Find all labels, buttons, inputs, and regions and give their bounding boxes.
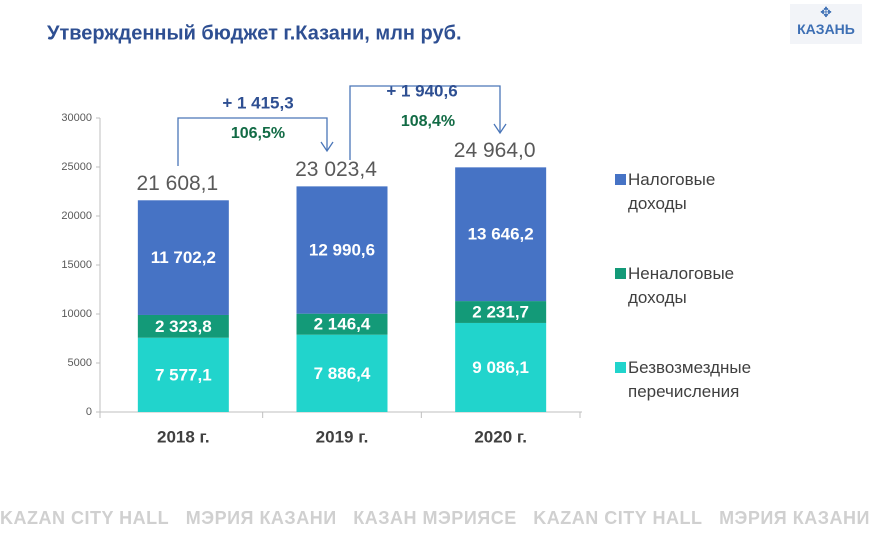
value-label: 2 231,7 xyxy=(472,303,529,322)
percent-label: 108,4% xyxy=(401,113,455,130)
bar-segment xyxy=(296,186,388,314)
arrow-head xyxy=(493,123,507,135)
change-label: + 1 415,3 xyxy=(222,93,293,112)
watermark-text: KAZAN CITY HALL xyxy=(0,508,170,528)
watermark-text: МЭРИЯ КАЗАНИ xyxy=(719,508,870,528)
bar-segment xyxy=(455,167,547,302)
percent-label: 106,5% xyxy=(231,125,285,142)
y-tick-label: 15000 xyxy=(61,259,92,271)
watermark-text: КАЗАН МЭРИЯСЕ xyxy=(353,508,517,528)
y-tick-label: 0 xyxy=(86,406,92,418)
x-tick-label: 2018 г. xyxy=(157,427,210,446)
bracket xyxy=(349,85,501,160)
total-label: 23 023,4 xyxy=(295,158,377,181)
logo-icon: ✥ xyxy=(820,4,832,20)
y-tick-label: 20000 xyxy=(61,210,92,222)
value-label: 2 323,8 xyxy=(155,317,212,336)
bracket xyxy=(177,117,328,166)
change-brackets xyxy=(177,85,507,166)
bar-segment xyxy=(137,337,229,412)
chart-title: Утвержденный бюджет г.Казани, млн руб. xyxy=(47,22,462,44)
legend-label: Безвозмездные перечисления xyxy=(628,358,752,401)
bar-segment xyxy=(296,334,388,412)
legend-item: Неналоговые доходы xyxy=(615,262,775,310)
y-tick-label: 5000 xyxy=(68,357,92,369)
x-tick-label: 2020 г. xyxy=(474,427,527,446)
bar-segment xyxy=(296,313,388,335)
total-label: 24 964,0 xyxy=(454,139,536,162)
legend-swatch xyxy=(615,268,626,279)
watermark-text: KAZAN CITY HALL xyxy=(533,508,703,528)
watermark: KAZAN CITY HALL МЭРИЯ КАЗАНИ КАЗАН МЭРИЯСЕ… xyxy=(0,508,870,529)
watermark-text: МЭРИЯ КАЗАНИ xyxy=(185,508,337,528)
y-tick-label: 10000 xyxy=(61,308,92,320)
bar-segment xyxy=(137,200,229,315)
value-label: 7 886,4 xyxy=(314,364,371,383)
legend-item: Безвозмездные перечисления xyxy=(615,356,775,404)
total-label: 21 608,1 xyxy=(136,172,218,195)
value-label: 2 146,4 xyxy=(314,315,371,334)
x-tick-label: 2019 г. xyxy=(316,427,369,446)
legend-label: Налоговые доходы xyxy=(628,170,716,213)
bar-segment xyxy=(137,314,229,338)
value-label: 7 577,1 xyxy=(155,365,212,384)
value-label: 9 086,1 xyxy=(472,358,529,377)
legend-item: Налоговые доходы xyxy=(615,168,775,216)
legend-label: Неналоговые доходы xyxy=(628,264,735,307)
value-label: 11 702,2 xyxy=(151,248,216,267)
value-label: 12 990,6 xyxy=(309,241,375,260)
change-label: + 1 940,6 xyxy=(386,81,457,100)
y-tick-label: 30000 xyxy=(61,112,92,124)
y-tick-label: 25000 xyxy=(61,161,92,173)
logo-text: КАЗАНЬ xyxy=(797,21,855,37)
logo: ✥ КАЗАНЬ xyxy=(790,4,862,44)
arrow-head xyxy=(320,141,334,153)
legend-swatch xyxy=(615,362,626,373)
bar-segment xyxy=(455,322,547,412)
value-label: 13 646,2 xyxy=(468,225,534,244)
bar-segment xyxy=(455,301,547,323)
legend-swatch xyxy=(615,174,626,185)
